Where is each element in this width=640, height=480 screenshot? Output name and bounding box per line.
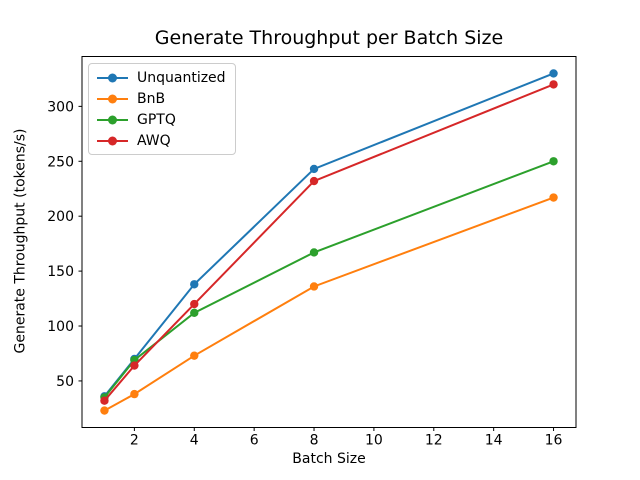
y-tick-label: 50 [56,374,74,390]
y-tick-label: 300 [47,99,74,115]
x-tick-label: 10 [365,433,383,449]
data-point-AWQ-4 [190,299,199,309]
legend-item-Unquantized: Unquantized [96,67,226,88]
legend-item-BnB: BnB [96,88,226,109]
legend-label: AWQ [137,132,171,149]
y-tick-label: 100 [47,319,74,335]
chart-title: Generate Throughput per Batch Size [154,27,504,49]
x-tick-label: 16 [545,433,563,449]
data-point-BnB-2 [130,389,139,399]
x-tick-label: 14 [485,433,503,449]
legend-marker-icon [97,136,128,145]
x-tick-label: 12 [425,433,443,449]
x-tick-label: 6 [250,433,259,449]
data-point-AWQ-2 [130,361,139,370]
x-axis-label: Batch Size [292,451,366,467]
series-line-GPTQ [103,160,554,399]
data-point-GPTQ-4 [190,308,199,318]
x-tick-label: 8 [310,433,319,449]
legend-label: BnB [137,90,166,107]
data-point-BnB-16 [549,193,558,202]
legend: Unquantized BnB GPTQ AWQ [88,63,236,155]
data-point-AWQ-16 [549,80,558,89]
data-point-Unquantized-4 [190,280,199,289]
legend-marker-icon [97,94,128,103]
legend-label: Unquantized [137,69,226,86]
data-point-Unquantized-16 [549,69,558,78]
x-tick-label: 4 [190,433,199,449]
y-tick-label: 250 [47,154,74,170]
data-point-BnB-8 [309,282,319,291]
legend-item-GPTQ: GPTQ [96,109,226,130]
legend-marker-icon [97,73,128,82]
y-axis-label: Generate Throughput (tokens/s) [12,128,29,354]
data-point-BnB-1 [100,406,109,415]
x-tick-label: 2 [130,433,139,449]
data-point-AWQ-8 [309,176,319,186]
series-line-BnB [103,196,554,412]
data-point-Unquantized-8 [309,164,319,174]
legend-marker-icon [97,115,128,124]
y-tick-label: 150 [47,264,74,280]
legend-label: GPTQ [137,111,176,128]
y-tick-label: 200 [47,209,74,225]
data-point-AWQ-1 [100,396,109,405]
data-point-GPTQ-16 [549,157,558,166]
data-point-GPTQ-8 [309,248,319,257]
legend-item-AWQ: AWQ [96,130,226,151]
data-point-BnB-4 [190,351,199,360]
